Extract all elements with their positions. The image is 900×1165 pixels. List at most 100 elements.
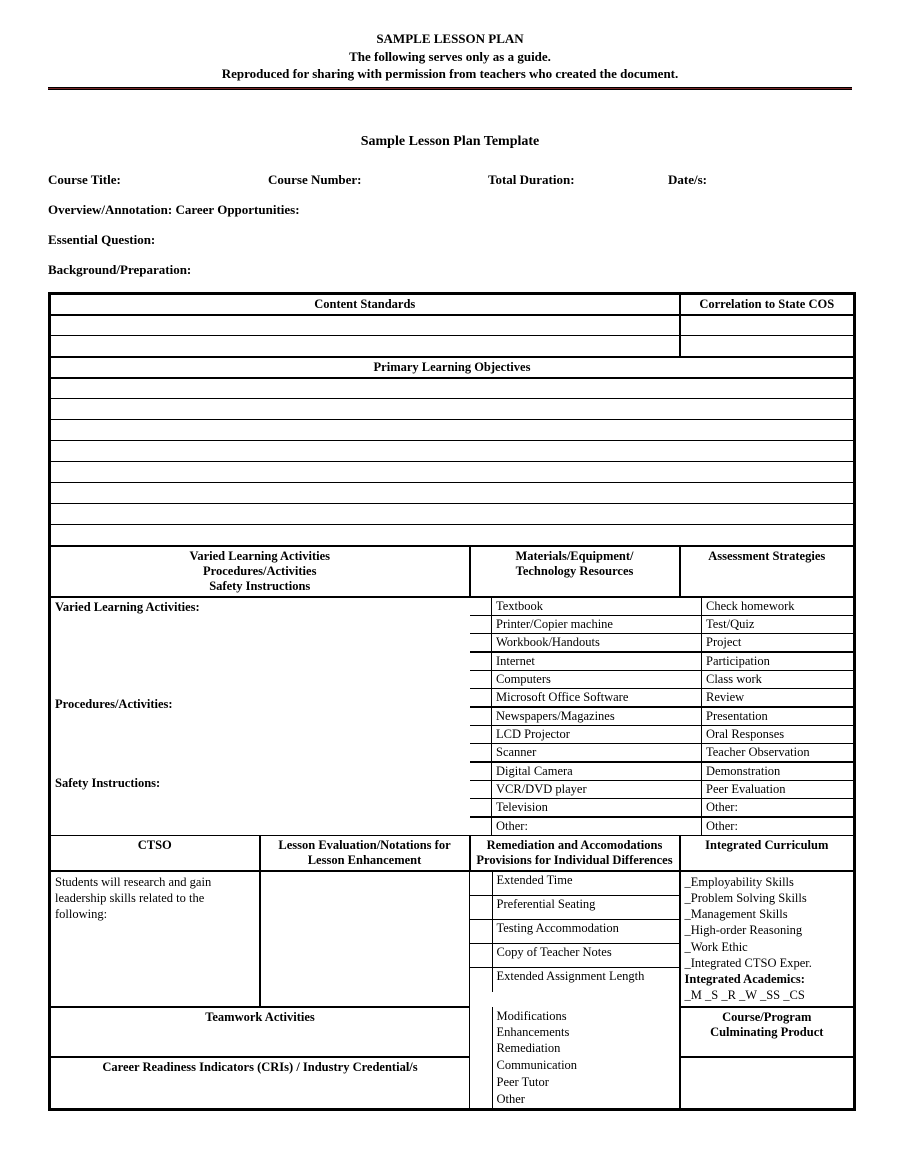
checkbox-cell[interactable] bbox=[470, 707, 492, 726]
objective-row[interactable] bbox=[50, 441, 855, 462]
checkbox-cell[interactable] bbox=[470, 598, 492, 616]
checkbox-cell[interactable] bbox=[680, 743, 702, 762]
integrated-item: _Work Ethic bbox=[685, 939, 850, 955]
checkbox-cell[interactable] bbox=[470, 633, 492, 652]
bottom-item: Peer Tutor bbox=[492, 1074, 679, 1091]
main-table: Content Standards Correlation to State C… bbox=[48, 292, 856, 1112]
objective-row[interactable] bbox=[50, 525, 855, 546]
ctso-header: CTSO bbox=[50, 835, 260, 871]
safety-label: Safety Instructions: bbox=[51, 748, 470, 820]
checkbox-cell[interactable] bbox=[470, 1007, 492, 1058]
lesson-eval-header: Lesson Evaluation/Notations for Lesson E… bbox=[260, 835, 470, 871]
culminating-product-cell[interactable] bbox=[680, 1057, 855, 1110]
checkbox-cell[interactable] bbox=[680, 615, 702, 633]
checkbox-cell[interactable] bbox=[680, 725, 702, 743]
checkbox-cell[interactable] bbox=[680, 817, 702, 835]
materials-list: TextbookPrinter/Copier machineWorkbook/H… bbox=[470, 598, 680, 835]
objective-row[interactable] bbox=[50, 378, 855, 399]
checkbox-cell[interactable] bbox=[470, 798, 492, 817]
checkbox-cell[interactable] bbox=[470, 688, 492, 707]
course-program-line: Course/Program bbox=[685, 1010, 850, 1025]
checkbox-cell[interactable] bbox=[470, 615, 492, 633]
checkbox-cell[interactable] bbox=[470, 780, 492, 798]
checkbox-cell[interactable] bbox=[680, 633, 702, 652]
checkbox-cell[interactable] bbox=[470, 920, 492, 944]
procedures-label: Procedures/Activities: bbox=[51, 662, 470, 748]
material-item: Scanner bbox=[492, 743, 680, 762]
checkbox-cell[interactable] bbox=[470, 944, 492, 968]
remediation-item: Preferential Seating bbox=[492, 896, 679, 920]
checkbox-cell[interactable] bbox=[470, 762, 492, 781]
checkbox-cell[interactable] bbox=[470, 725, 492, 743]
lesson-eval-cell[interactable] bbox=[260, 871, 470, 1007]
assessment-list: Check homeworkTest/QuizProjectParticipat… bbox=[680, 598, 854, 835]
assessment-item: Review bbox=[702, 688, 854, 707]
checkbox-cell[interactable] bbox=[680, 598, 702, 616]
materials-header-line: Technology Resources bbox=[475, 564, 675, 579]
field-row-1: Course Title: Course Number: Total Durat… bbox=[48, 172, 852, 188]
subtitle: Sample Lesson Plan Template bbox=[48, 134, 852, 150]
varied-header-line: Safety Instructions bbox=[55, 579, 465, 594]
lesson-eval-line: Lesson Evaluation/Notations for bbox=[265, 838, 465, 853]
checkbox-cell[interactable] bbox=[680, 670, 702, 688]
content-standards-row[interactable] bbox=[50, 315, 680, 336]
checkbox-cell[interactable] bbox=[680, 762, 702, 781]
assessment-item: Oral Responses bbox=[702, 725, 854, 743]
assessment-item: Other: bbox=[702, 798, 854, 817]
checkbox-cell[interactable] bbox=[470, 817, 492, 835]
assessment-item: Project bbox=[702, 633, 854, 652]
course-program-line: Culminating Product bbox=[685, 1025, 850, 1040]
material-item: VCR/DVD player bbox=[492, 780, 680, 798]
checkbox-cell[interactable] bbox=[680, 652, 702, 671]
checkbox-cell[interactable] bbox=[680, 798, 702, 817]
teamwork-header: Teamwork Activities bbox=[50, 1007, 470, 1058]
background-label: Background/Preparation: bbox=[48, 262, 852, 278]
checkbox-cell[interactable] bbox=[470, 1091, 492, 1108]
modification-item: Enhancements bbox=[497, 1024, 675, 1040]
ctso-text: Students will research and gain leadersh… bbox=[50, 871, 260, 1007]
checkbox-cell[interactable] bbox=[470, 652, 492, 671]
material-item: Computers bbox=[492, 670, 680, 688]
material-item: LCD Projector bbox=[492, 725, 680, 743]
integrated-academics-codes: _M _S _R _W _SS _CS bbox=[685, 987, 850, 1003]
content-standards-row[interactable] bbox=[50, 336, 680, 357]
checkbox-cell[interactable] bbox=[470, 872, 492, 896]
dates-label: Date/s: bbox=[668, 172, 707, 188]
checkbox-cell[interactable] bbox=[470, 1057, 492, 1074]
checkbox-cell[interactable] bbox=[470, 968, 492, 992]
checkbox-cell[interactable] bbox=[470, 1074, 492, 1091]
modification-item: Modifications bbox=[497, 1008, 675, 1024]
material-item: Workbook/Handouts bbox=[492, 633, 680, 652]
activities-block: Varied Learning Activities: Procedures/A… bbox=[51, 598, 470, 820]
objective-row[interactable] bbox=[50, 462, 855, 483]
remediation-header-line: Remediation and Accomodations bbox=[475, 838, 675, 853]
lesson-eval-line: Lesson Enhancement bbox=[265, 853, 465, 868]
varied-activities-header: Varied Learning Activities Procedures/Ac… bbox=[50, 546, 470, 597]
checkbox-cell[interactable] bbox=[680, 688, 702, 707]
objective-row[interactable] bbox=[50, 504, 855, 525]
checkbox-cell[interactable] bbox=[470, 670, 492, 688]
integrated-item: _Integrated CTSO Exper. bbox=[685, 955, 850, 971]
remediation-item: Copy of Teacher Notes bbox=[492, 944, 679, 968]
checkbox-cell[interactable] bbox=[680, 780, 702, 798]
header-line-1: SAMPLE LESSON PLAN bbox=[48, 30, 852, 48]
objective-row[interactable] bbox=[50, 399, 855, 420]
objective-row[interactable] bbox=[50, 483, 855, 504]
checkbox-cell[interactable] bbox=[680, 707, 702, 726]
cri-header: Career Readiness Indicators (CRIs) / Ind… bbox=[50, 1057, 470, 1110]
correlation-row[interactable] bbox=[680, 315, 855, 336]
bottom-item: Communication bbox=[492, 1057, 679, 1074]
header-line-2: The following serves only as a guide. bbox=[48, 48, 852, 66]
objective-row[interactable] bbox=[50, 420, 855, 441]
lesson-plan-document: SAMPLE LESSON PLAN The following serves … bbox=[0, 0, 900, 1151]
bottom-item: Other bbox=[492, 1091, 679, 1108]
correlation-row[interactable] bbox=[680, 336, 855, 357]
checkbox-cell[interactable] bbox=[470, 896, 492, 920]
integrated-item: _Management Skills bbox=[685, 906, 850, 922]
integrated-header: Integrated Curriculum bbox=[680, 835, 855, 871]
checkbox-cell[interactable] bbox=[470, 743, 492, 762]
assessment-item: Peer Evaluation bbox=[702, 780, 854, 798]
material-item: Other: bbox=[492, 817, 680, 835]
assessment-header: Assessment Strategies bbox=[680, 546, 855, 597]
varied-header-line: Varied Learning Activities bbox=[55, 549, 465, 564]
